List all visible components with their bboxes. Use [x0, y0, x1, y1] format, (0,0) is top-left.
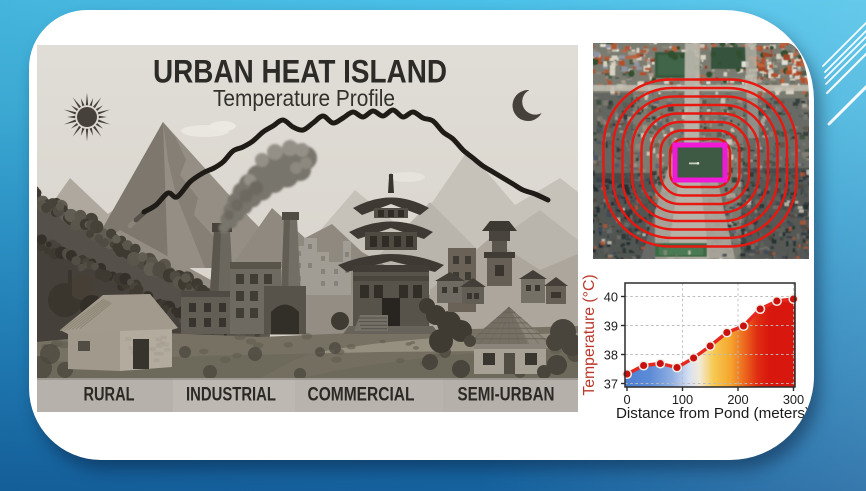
svg-text:100: 100 [672, 392, 693, 407]
svg-text:38: 38 [604, 348, 618, 363]
svg-text:0: 0 [623, 392, 630, 407]
svg-text:40: 40 [604, 290, 618, 305]
svg-text:Distance from Pond (meters): Distance from Pond (meters) [616, 405, 810, 422]
svg-text:URBAN HEAT ISLAND: URBAN HEAT ISLAND [153, 54, 447, 90]
svg-text:SEMI-URBAN: SEMI-URBAN [458, 385, 555, 406]
svg-text:37: 37 [604, 377, 618, 392]
svg-text:Temperature (°C): Temperature (°C) [581, 274, 598, 395]
svg-text:COMMERCIAL: COMMERCIAL [308, 385, 415, 406]
svg-text:200: 200 [727, 392, 748, 407]
svg-text:300: 300 [783, 392, 804, 407]
svg-text:RURAL: RURAL [84, 385, 135, 406]
svg-text:INDUSTRIAL: INDUSTRIAL [186, 385, 276, 406]
svg-text:39: 39 [604, 319, 618, 334]
svg-text:Temperature Profile: Temperature Profile [213, 85, 395, 111]
